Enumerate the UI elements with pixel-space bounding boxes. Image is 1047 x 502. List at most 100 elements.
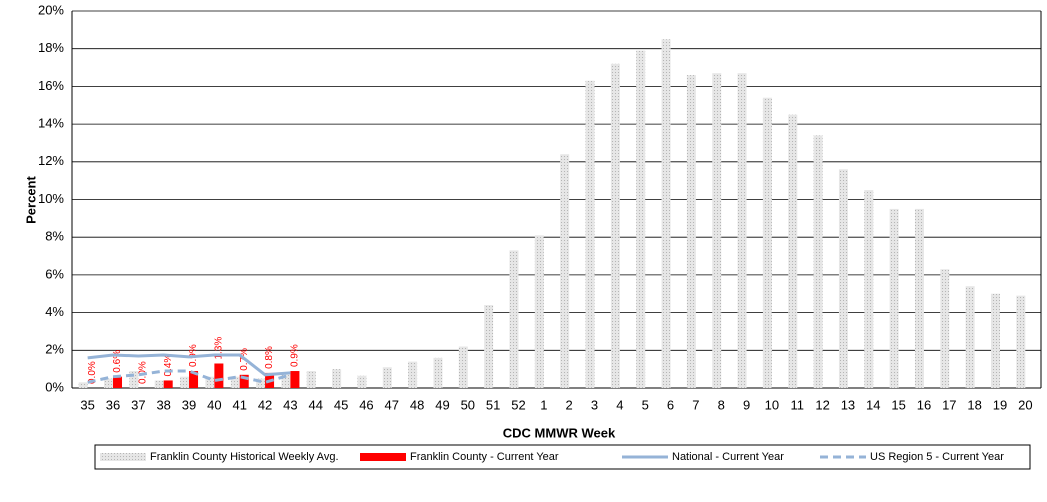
bar — [712, 73, 722, 388]
bar — [990, 293, 1000, 388]
bar — [534, 235, 544, 388]
bar — [189, 371, 199, 388]
x-tick-label: 41 — [232, 397, 246, 412]
legend-label: National - Current Year — [672, 451, 784, 463]
x-tick-label: 9 — [743, 397, 750, 412]
y-tick-label: 14% — [38, 116, 64, 131]
x-tick-label: 39 — [182, 397, 196, 412]
bar — [737, 73, 747, 388]
y-tick-label: 2% — [45, 342, 64, 357]
x-tick-label: 12 — [815, 397, 829, 412]
x-tick-label: 14 — [866, 397, 880, 412]
x-tick-label: 37 — [131, 397, 145, 412]
bar — [230, 376, 240, 388]
bar — [281, 374, 291, 388]
bar — [205, 376, 215, 388]
x-tick-label: 44 — [309, 397, 323, 412]
bar — [433, 357, 443, 388]
x-tick-label: 52 — [511, 397, 525, 412]
bar — [104, 378, 114, 388]
x-tick-label: 5 — [642, 397, 649, 412]
bar — [762, 97, 772, 389]
y-tick-label: 20% — [38, 2, 64, 17]
bar — [940, 269, 950, 388]
y-tick-label: 6% — [45, 266, 64, 281]
x-tick-label: 50 — [461, 397, 475, 412]
legend-label: Franklin County - Current Year — [410, 451, 559, 463]
bar — [914, 208, 924, 388]
x-tick-label: 16 — [917, 397, 931, 412]
bar — [813, 135, 823, 388]
data-label: 0.4% — [163, 354, 174, 377]
x-tick-label: 6 — [667, 397, 674, 412]
x-tick-label: 1 — [540, 397, 547, 412]
data-label: 0.6% — [112, 350, 123, 373]
x-tick-label: 40 — [207, 397, 221, 412]
legend-swatch — [100, 453, 146, 461]
x-tick-label: 43 — [283, 397, 297, 412]
legend-label: US Region 5 - Current Year — [870, 451, 1004, 463]
bar — [1016, 295, 1026, 388]
legend-swatch — [360, 453, 406, 461]
bar — [610, 63, 620, 388]
bar — [636, 50, 646, 389]
x-tick-label: 17 — [942, 397, 956, 412]
data-label: 1.3% — [214, 337, 225, 360]
x-tick-label: 15 — [891, 397, 905, 412]
x-tick-label: 10 — [765, 397, 779, 412]
bar — [290, 371, 300, 388]
bar — [78, 382, 88, 388]
x-tick-label: 13 — [841, 397, 855, 412]
bar — [113, 376, 123, 388]
bar — [256, 378, 266, 388]
bar — [889, 208, 899, 388]
bar — [163, 380, 173, 388]
bar — [357, 375, 367, 388]
x-tick-label: 7 — [692, 397, 699, 412]
x-tick-label: 36 — [106, 397, 120, 412]
bar — [788, 114, 798, 389]
legend-box — [94, 444, 1031, 470]
x-tick-label: 38 — [156, 397, 170, 412]
x-tick-label: 4 — [616, 397, 623, 412]
x-tick-label: 19 — [993, 397, 1007, 412]
bar — [214, 363, 224, 388]
bar — [509, 250, 519, 388]
x-tick-label: 20 — [1018, 397, 1032, 412]
bar — [838, 169, 848, 388]
y-tick-label: 10% — [38, 191, 64, 206]
y-tick-label: 8% — [45, 229, 64, 244]
data-label: 0.8% — [264, 346, 275, 369]
bar — [306, 371, 316, 388]
bar — [864, 190, 874, 388]
line — [87, 353, 291, 377]
bar — [484, 305, 494, 388]
x-tick-label: 8 — [718, 397, 725, 412]
y-tick-label: 16% — [38, 78, 64, 93]
data-label: 0.0% — [137, 361, 148, 384]
legend-label: Franklin County Historical Weekly Avg. — [150, 451, 339, 463]
x-tick-label: 51 — [486, 397, 500, 412]
x-tick-label: 35 — [80, 397, 94, 412]
x-tick-label: 3 — [591, 397, 598, 412]
x-tick-label: 49 — [435, 397, 449, 412]
bar — [585, 80, 595, 389]
bar — [382, 367, 392, 388]
data-label: 0.0% — [87, 361, 98, 384]
bar — [965, 286, 975, 388]
data-label: 0.9% — [290, 344, 301, 367]
x-tick-label: 11 — [791, 397, 805, 412]
x-tick-label: 2 — [566, 397, 573, 412]
bar — [129, 371, 139, 388]
y-tick-label: 4% — [45, 304, 64, 319]
bar — [332, 369, 342, 388]
y-tick-label: 0% — [45, 379, 64, 394]
bar — [686, 75, 696, 388]
x-tick-label: 45 — [334, 397, 348, 412]
bar — [408, 361, 418, 388]
x-tick-label: 18 — [967, 397, 981, 412]
x-axis-title: CDC MMWR Week — [503, 425, 616, 440]
x-tick-label: 48 — [410, 397, 424, 412]
y-tick-label: 12% — [38, 153, 64, 168]
